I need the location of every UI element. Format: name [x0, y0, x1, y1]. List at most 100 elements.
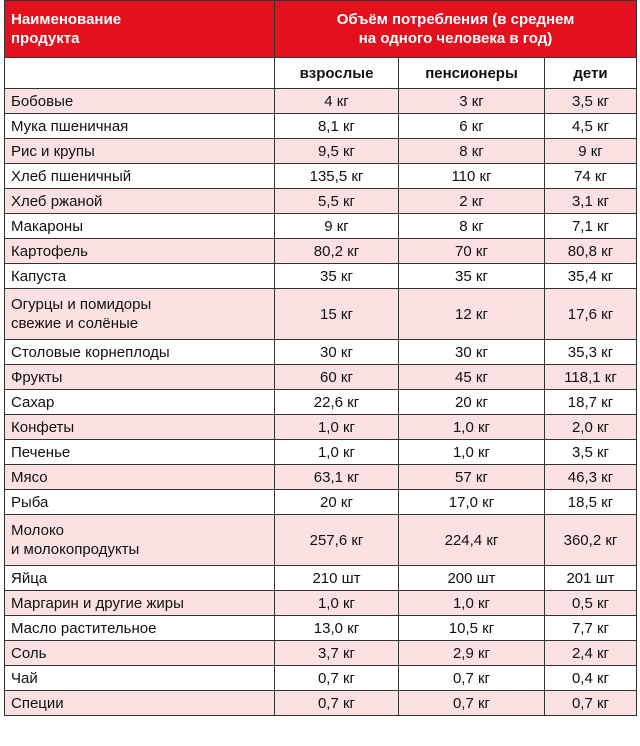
- value-cell: 18,7 кг: [543, 389, 638, 415]
- value-cell: 6 кг: [398, 113, 545, 139]
- table-row: Рыба 20 кг 17,0 кг 18,5 кг: [4, 489, 638, 515]
- product-name: Молоко и молокопродукты: [4, 514, 275, 566]
- value-cell: 4 кг: [274, 88, 399, 114]
- subheader-row: взрослые пенсионеры дети: [4, 57, 638, 89]
- value-cell: 8 кг: [398, 138, 545, 164]
- table-row: Масло растительное 13,0 кг 10,5 кг 7,7 кг: [4, 615, 638, 641]
- value-cell: 80,8 кг: [543, 238, 638, 264]
- table-row: Конфеты 1,0 кг 1,0 кг 2,0 кг: [4, 414, 638, 440]
- value-cell: 0,5 кг: [543, 590, 638, 616]
- header-consumption: Объём потребления (в среднем на одного ч…: [273, 0, 638, 58]
- value-cell: 17,0 кг: [398, 489, 545, 515]
- product-name: Хлеб ржаной: [4, 188, 275, 214]
- value-cell: 3,1 кг: [543, 188, 638, 214]
- value-cell: 9 кг: [543, 138, 638, 164]
- product-name: Конфеты: [4, 414, 275, 440]
- value-cell: 257,6 кг: [274, 514, 399, 566]
- value-cell: 1,0 кг: [398, 439, 545, 465]
- value-cell: 17,6 кг: [543, 288, 638, 340]
- value-cell: 35 кг: [274, 263, 399, 289]
- product-name: Масло растительное: [4, 615, 275, 641]
- product-name: Рыба: [4, 489, 275, 515]
- value-cell: 1,0 кг: [274, 439, 399, 465]
- value-cell: 9 кг: [274, 213, 399, 239]
- consumption-table: Наименование продукта Объём потребления …: [4, 0, 638, 716]
- table-row: Молоко и молокопродукты 257,6 кг 224,4 кг 3…: [4, 514, 638, 566]
- table-row: Специи 0,7 кг 0,7 кг 0,7 кг: [4, 690, 638, 716]
- value-cell: 2,9 кг: [398, 640, 545, 666]
- value-cell: 3,5 кг: [543, 439, 638, 465]
- table-row: Бобовые 4 кг 3 кг 3,5 кг: [4, 88, 638, 114]
- value-cell: 9,5 кг: [274, 138, 399, 164]
- value-cell: 135,5 кг: [274, 163, 399, 189]
- table-row: Фрукты 60 кг 45 кг 118,1 кг: [4, 364, 638, 390]
- table-row: Огурцы и помидоры свежие и солёные 15 кг 1…: [4, 288, 638, 340]
- column-header: пенсионеры: [398, 57, 545, 89]
- column-header: дети: [543, 57, 638, 89]
- product-name: Соль: [4, 640, 275, 666]
- product-name: Печенье: [4, 439, 275, 465]
- value-cell: 201 шт: [543, 565, 638, 591]
- value-cell: 1,0 кг: [274, 590, 399, 616]
- value-cell: 57 кг: [398, 464, 545, 490]
- value-cell: 0,4 кг: [543, 665, 638, 691]
- value-cell: 12 кг: [398, 288, 545, 340]
- value-cell: 1,0 кг: [274, 414, 399, 440]
- value-cell: 45 кг: [398, 364, 545, 390]
- value-cell: 0,7 кг: [274, 690, 399, 716]
- value-cell: 70 кг: [398, 238, 545, 264]
- header-name: Наименование продукта: [4, 0, 275, 58]
- value-cell: 3,7 кг: [274, 640, 399, 666]
- value-cell: 10,5 кг: [398, 615, 545, 641]
- product-name: Сахар: [4, 389, 275, 415]
- table-row: Картофель 80,2 кг 70 кг 80,8 кг: [4, 238, 638, 264]
- value-cell: 35,3 кг: [543, 339, 638, 365]
- table-row: Столовые корнеплоды 30 кг 30 кг 35,3 кг: [4, 339, 638, 365]
- table-row: Сахар 22,6 кг 20 кг 18,7 кг: [4, 389, 638, 415]
- value-cell: 13,0 кг: [274, 615, 399, 641]
- product-name: Огурцы и помидоры свежие и солёные: [4, 288, 275, 340]
- value-cell: 0,7 кг: [398, 665, 545, 691]
- product-name: Рис и крупы: [4, 138, 275, 164]
- product-name: Картофель: [4, 238, 275, 264]
- value-cell: 46,3 кг: [543, 464, 638, 490]
- value-cell: 224,4 кг: [398, 514, 545, 566]
- product-name: Капуста: [4, 263, 275, 289]
- value-cell: 1,0 кг: [398, 590, 545, 616]
- table-row: Хлеб ржаной 5,5 кг 2 кг 3,1 кг: [4, 188, 638, 214]
- value-cell: 0,7 кг: [543, 690, 638, 716]
- value-cell: 3 кг: [398, 88, 545, 114]
- product-name: Мясо: [4, 464, 275, 490]
- value-cell: 74 кг: [543, 163, 638, 189]
- value-cell: 7,1 кг: [543, 213, 638, 239]
- value-cell: 118,1 кг: [543, 364, 638, 390]
- value-cell: 63,1 кг: [274, 464, 399, 490]
- value-cell: 2,0 кг: [543, 414, 638, 440]
- product-name: Хлеб пшеничный: [4, 163, 275, 189]
- table-row: Хлеб пшеничный 135,5 кг 110 кг 74 кг: [4, 163, 638, 189]
- blank-cell: [4, 57, 275, 89]
- product-name: Макароны: [4, 213, 275, 239]
- value-cell: 0,7 кг: [398, 690, 545, 716]
- table-row: Маргарин и другие жиры 1,0 кг 1,0 кг 0,5 кг: [4, 590, 638, 616]
- value-cell: 0,7 кг: [274, 665, 399, 691]
- table-row: Печенье 1,0 кг 1,0 кг 3,5 кг: [4, 439, 638, 465]
- value-cell: 110 кг: [398, 163, 545, 189]
- table-row: Мясо 63,1 кг 57 кг 46,3 кг: [4, 464, 638, 490]
- value-cell: 210 шт: [274, 565, 399, 591]
- value-cell: 8 кг: [398, 213, 545, 239]
- product-name: Фрукты: [4, 364, 275, 390]
- product-name: Бобовые: [4, 88, 275, 114]
- table-row: Макароны 9 кг 8 кг 7,1 кг: [4, 213, 638, 239]
- value-cell: 30 кг: [398, 339, 545, 365]
- product-name: Столовые корнеплоды: [4, 339, 275, 365]
- value-cell: 360,2 кг: [543, 514, 638, 566]
- column-header: взрослые: [274, 57, 399, 89]
- table-row: Рис и крупы 9,5 кг 8 кг 9 кг: [4, 138, 638, 164]
- value-cell: 5,5 кг: [274, 188, 399, 214]
- table-row: Соль 3,7 кг 2,9 кг 2,4 кг: [4, 640, 638, 666]
- value-cell: 15 кг: [274, 288, 399, 340]
- table-row: Капуста 35 кг 35 кг 35,4 кг: [4, 263, 638, 289]
- value-cell: 22,6 кг: [274, 389, 399, 415]
